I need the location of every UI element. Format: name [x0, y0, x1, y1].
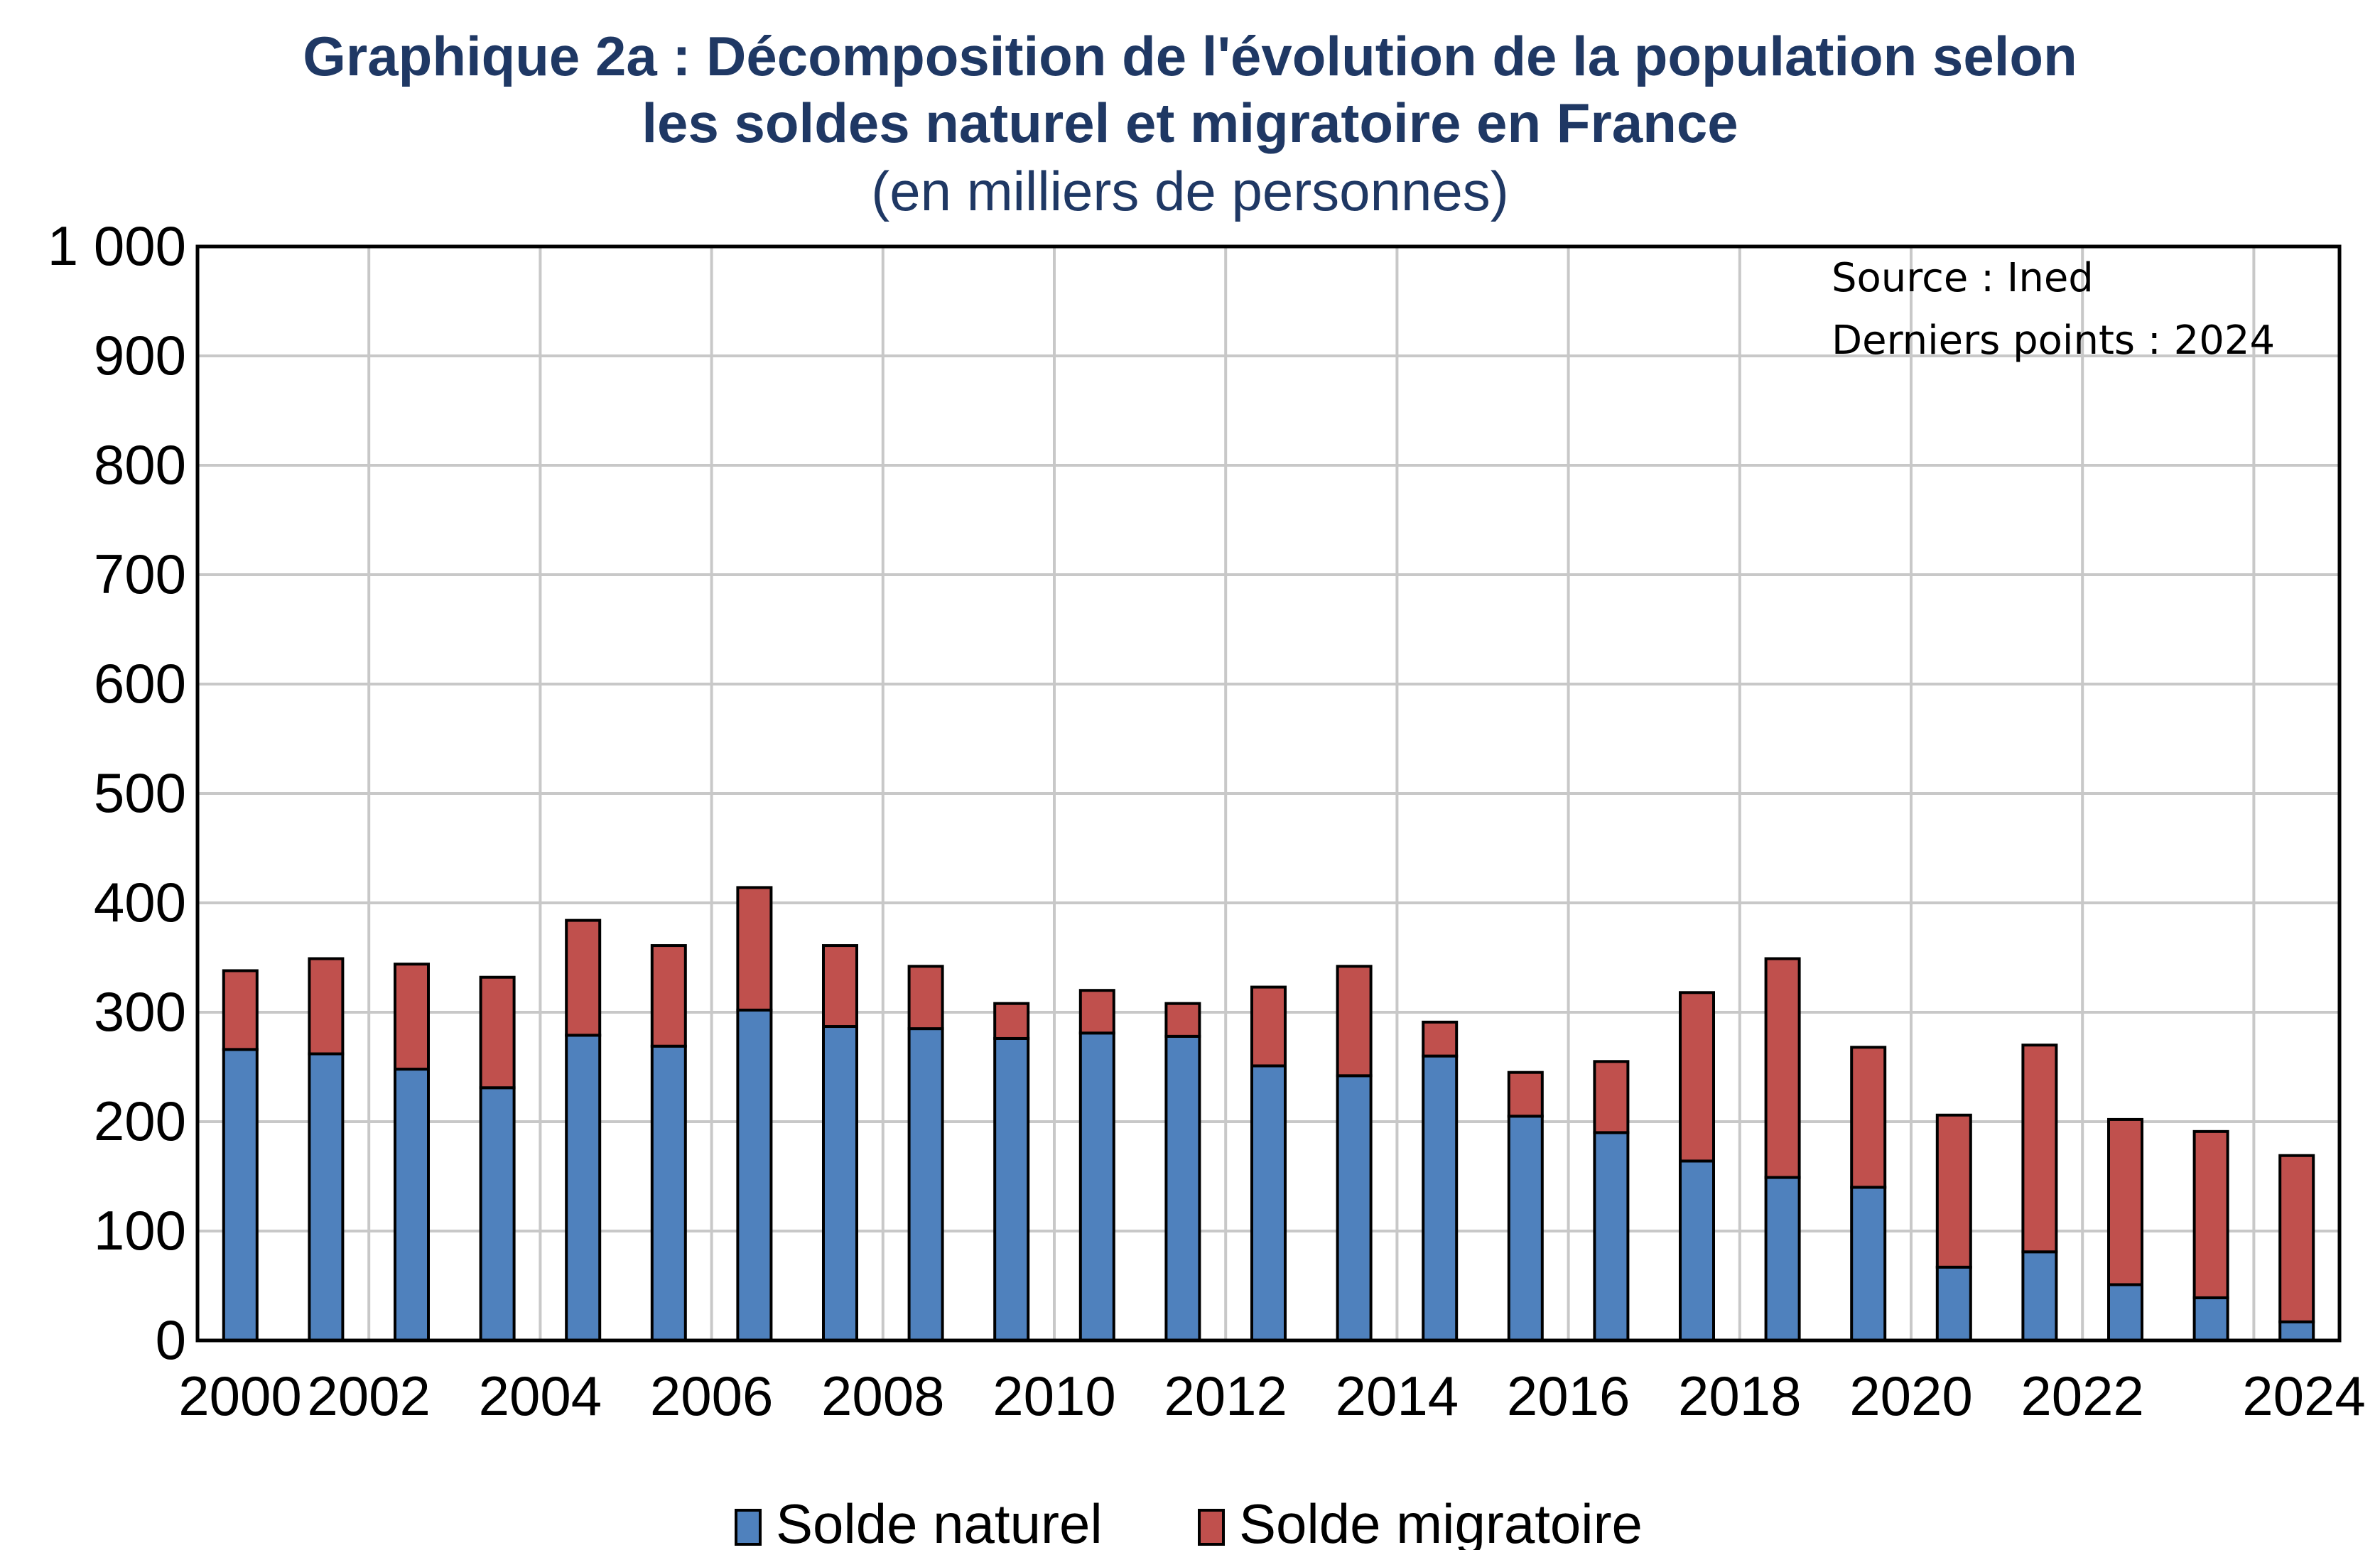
bar-solde-naturel-2005 [650, 1044, 687, 1342]
y-tick-label-900: 900 [94, 324, 186, 386]
bar-solde-migratoire-2023 [2192, 1129, 2229, 1299]
y-tick-label-0: 0 [156, 1308, 186, 1371]
bar-solde-migratoire-2007 [822, 944, 858, 1029]
y-tick-label-700: 700 [94, 543, 186, 605]
bar-solde-migratoire-2013 [1336, 965, 1373, 1078]
y-axis-tick-labels: 0 100 200 300 400 500 600 700 800 900 1 000 [48, 215, 186, 1371]
plot-area-border [195, 244, 2342, 1343]
legend-swatch-solde-migratoire [1198, 1509, 1225, 1546]
bar-solde-naturel-2018 [1764, 1176, 1801, 1343]
bar-solde-naturel-2002 [394, 1068, 430, 1342]
legend-label-solde-naturel: Solde naturel [776, 1492, 1103, 1550]
bar-solde-naturel-2007 [822, 1025, 858, 1343]
bar-solde-migratoire-2024 [2278, 1154, 2315, 1323]
bar-solde-naturel-2016 [1593, 1131, 1630, 1343]
x-tick-label-2004: 2004 [479, 1365, 602, 1427]
bar-solde-migratoire-2022 [2107, 1117, 2143, 1286]
y-tick-label-400: 400 [94, 871, 186, 933]
y-tick-label-200: 200 [94, 1090, 186, 1152]
legend: Solde naturel Solde migratoire [735, 1492, 1643, 1550]
chart-title-line1: Graphique 2a : Décomposition de l'évolut… [303, 25, 2077, 87]
y-tick-label-300: 300 [94, 980, 186, 1043]
x-tick-label-2008: 2008 [821, 1365, 945, 1427]
x-tick-label-2024: 2024 [2242, 1365, 2366, 1427]
bar-solde-naturel-2003 [479, 1086, 516, 1342]
bars [222, 886, 2315, 1343]
bar-solde-naturel-2020 [1935, 1265, 1972, 1342]
bar-solde-naturel-2001 [308, 1052, 345, 1343]
x-tick-label-2002: 2002 [307, 1365, 431, 1427]
bar-solde-migratoire-2010 [1078, 989, 1115, 1035]
bar-solde-migratoire-2018 [1764, 957, 1801, 1179]
bar-solde-naturel-2006 [736, 1008, 773, 1343]
bar-solde-naturel-2000 [222, 1048, 259, 1342]
bar-solde-naturel-2021 [2021, 1250, 2058, 1343]
bar-solde-migratoire-2014 [1422, 1020, 1459, 1058]
x-tick-label-2006: 2006 [650, 1365, 774, 1427]
bar-solde-migratoire-2009 [993, 1002, 1030, 1040]
bar-solde-migratoire-2004 [565, 918, 602, 1037]
bar-solde-migratoire-2020 [1935, 1113, 1972, 1269]
bar-solde-migratoire-2016 [1593, 1060, 1630, 1134]
bar-solde-naturel-2023 [2192, 1296, 2229, 1342]
bar-solde-naturel-2024 [2278, 1320, 2315, 1342]
source-note: Source : Ined [1832, 255, 2094, 301]
bar-solde-naturel-2014 [1422, 1054, 1459, 1342]
last-points-note: Derniers points : 2024 [1832, 318, 2275, 364]
gridlines [198, 246, 2340, 1340]
bar-solde-migratoire-2011 [1164, 1002, 1201, 1038]
bar-solde-migratoire-2017 [1679, 991, 1715, 1163]
chart-subtitle: (en milliers de personnes) [871, 160, 1508, 222]
bar-solde-naturel-2008 [907, 1027, 944, 1342]
bar-solde-migratoire-2019 [1850, 1046, 1887, 1189]
y-tick-label-1000: 1 000 [48, 215, 186, 277]
legend-swatch-solde-naturel [735, 1509, 762, 1546]
bar-solde-migratoire-2012 [1250, 985, 1287, 1068]
x-tick-label-2020: 2020 [1849, 1365, 1973, 1427]
bar-solde-migratoire-2015 [1507, 1071, 1544, 1118]
bar-solde-migratoire-2005 [650, 944, 687, 1048]
y-tick-label-600: 600 [94, 652, 186, 715]
bar-solde-migratoire-2008 [907, 965, 944, 1031]
bar-solde-migratoire-2002 [394, 963, 430, 1071]
legend-label-solde-migratoire: Solde migratoire [1239, 1492, 1643, 1550]
bar-solde-naturel-2009 [993, 1036, 1030, 1342]
bar-solde-naturel-2013 [1336, 1074, 1373, 1342]
bar-solde-migratoire-2006 [736, 886, 773, 1012]
x-tick-label-2016: 2016 [1507, 1365, 1630, 1427]
x-axis-tick-labels: 2000 2002 2004 2006 2008 2010 2012 2014 2016 2018… [178, 1365, 2366, 1427]
chart-title-line2: les soldes naturel et migratoire en Fran… [642, 92, 1738, 154]
bar-solde-naturel-2011 [1164, 1034, 1201, 1342]
x-tick-label-2000: 2000 [178, 1365, 302, 1427]
y-tick-label-500: 500 [94, 762, 186, 824]
bar-solde-naturel-2019 [1850, 1186, 1887, 1343]
x-tick-label-2012: 2012 [1164, 1365, 1287, 1427]
y-tick-label-100: 100 [94, 1199, 186, 1262]
bar-solde-naturel-2017 [1679, 1159, 1715, 1342]
x-tick-label-2022: 2022 [2021, 1365, 2144, 1427]
bar-solde-migratoire-2001 [308, 957, 345, 1056]
y-tick-label-800: 800 [94, 433, 186, 496]
bar-solde-naturel-2012 [1250, 1064, 1287, 1342]
bar-solde-naturel-2010 [1078, 1031, 1115, 1342]
x-tick-label-2018: 2018 [1678, 1365, 1802, 1427]
bar-solde-naturel-2015 [1507, 1115, 1544, 1343]
x-tick-label-2010: 2010 [992, 1365, 1116, 1427]
bar-solde-naturel-2004 [565, 1034, 602, 1342]
bar-solde-migratoire-2021 [2021, 1044, 2058, 1254]
bar-solde-migratoire-2000 [222, 969, 259, 1051]
bar-solde-naturel-2022 [2107, 1283, 2143, 1342]
bar-solde-migratoire-2003 [479, 975, 516, 1090]
x-tick-label-2014: 2014 [1336, 1365, 1459, 1427]
